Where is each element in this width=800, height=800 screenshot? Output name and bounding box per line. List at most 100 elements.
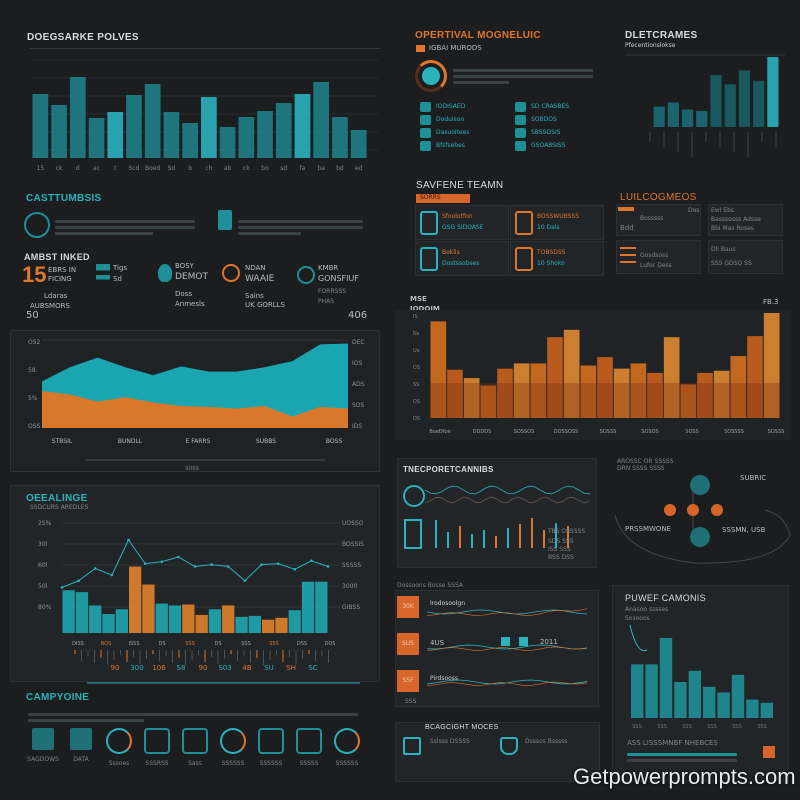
card-title: BOSSWUBSSS [537, 213, 580, 220]
list-item-icon [420, 128, 431, 138]
x-tick-label: t [114, 165, 117, 172]
bcagcight-item: Sslsss DSSSS [430, 738, 470, 745]
bar [219, 127, 236, 158]
campyoine-item[interactable]: Sass [178, 728, 212, 767]
bar [681, 109, 694, 127]
y-tick-label: UOSSO [342, 520, 364, 527]
x-tick-label: ck [56, 165, 63, 172]
bar [144, 84, 161, 158]
campyoine-item[interactable]: SAGDOWS [26, 728, 60, 763]
bar [463, 378, 480, 418]
list-item-icon [420, 141, 431, 151]
x-value-label: SC [308, 664, 317, 672]
donut-gauge [415, 60, 447, 92]
y-tick-label: 80% [38, 604, 52, 611]
spike-bar [435, 520, 437, 548]
network-label: PRSSMWONE [625, 525, 672, 533]
campyoine-label: SSSSSS [221, 760, 245, 767]
y-tick-label: SSSSS [342, 562, 361, 569]
sparklines-header: Dossoons Bosse SSSA [397, 582, 463, 589]
bar [163, 112, 180, 158]
bar [647, 372, 663, 418]
gauge-icon [106, 728, 132, 754]
campyoine-label: Sass [188, 760, 202, 767]
bar [674, 682, 687, 718]
luilcog-row: SSS GOSO SS [711, 260, 752, 267]
operational-text [453, 66, 593, 87]
savfene-card[interactable]: BOSSWUBSSS 10 Dals [510, 205, 604, 240]
network-node-teal [690, 475, 710, 495]
tnecporet-legend: TBS OSSSSS [548, 528, 586, 535]
campyoine-item[interactable]: SSSSSS [254, 728, 288, 767]
stat-label: FORRSSS [318, 288, 346, 295]
bar [350, 130, 367, 158]
stat-label: AUBSMORS [30, 302, 70, 310]
bar [697, 372, 713, 418]
list-item[interactable]: GSOABSISS [531, 142, 566, 149]
luilcog-row: Gosdsoss [640, 252, 669, 259]
bar [102, 614, 115, 633]
bar [208, 609, 222, 633]
campyoine-item[interactable]: DATA [64, 728, 98, 763]
y-tick-label: IOS [352, 360, 362, 367]
bar [580, 365, 597, 418]
x-tick-label: ed [355, 165, 363, 172]
trend-point [127, 538, 130, 542]
y-tick-label: SS [413, 382, 419, 388]
trend-point [143, 562, 147, 565]
bar [497, 368, 513, 418]
trend-point [226, 565, 230, 568]
list-item[interactable]: Bfsfsebes [436, 142, 465, 149]
bar [275, 617, 288, 633]
list-item[interactable]: Dasuoitees [436, 129, 470, 136]
card-subtitle: 10 Dals [537, 224, 560, 231]
savfene-cards: Sfoolotfon GSG SIDOASE BOSSWUBSSS 10 Dals Bo… [415, 205, 610, 276]
bar [480, 385, 497, 418]
bar [630, 363, 647, 418]
x-tick-label: BUNDLL [118, 438, 143, 445]
sparkline-charts [426, 608, 588, 686]
savfene-tag[interactable]: SORRS [416, 194, 470, 203]
x-tick-label: ch [205, 165, 212, 172]
list-item[interactable]: SOBDOS [531, 116, 557, 123]
bar [288, 610, 301, 633]
x-tick-label: SSS [185, 641, 195, 647]
x-tick-label: bd [336, 165, 344, 172]
bar [89, 605, 102, 633]
list-item[interactable]: Doduison [436, 116, 465, 123]
bar [168, 605, 182, 633]
campyoine-item[interactable]: Sssoes [102, 728, 136, 767]
bar [738, 70, 751, 127]
card-subtitle: GSG SIDOASE [442, 224, 484, 231]
savfene-card[interactable]: Sfoolotfon GSG SIDOASE [415, 205, 509, 240]
trend-line [629, 624, 648, 652]
casttumbsis-title: CASTTUMBSIS [26, 193, 102, 204]
x-tick-label: SSS [757, 724, 767, 730]
luilcog-row: Bbi Mas Roses [711, 225, 754, 232]
campyoine-item[interactable]: SSSRSS [140, 728, 174, 767]
x-tick-label: b [188, 165, 192, 172]
campyoine-item[interactable]: SSSSS [292, 728, 326, 767]
overall-chart: 2S% 30l 60l 50l 80% UOSSO BOSSIS SSSSS 3000 GIBSS… [38, 520, 364, 684]
luilcog-card [708, 204, 783, 236]
campyoine-item[interactable]: SSSSSS [330, 728, 364, 767]
left-value: 50 [26, 310, 39, 321]
trend-point [326, 565, 330, 568]
y-tick-label: GIBSS [342, 604, 360, 611]
x-value-label: 90 [199, 664, 208, 672]
bar [703, 686, 716, 718]
list-item[interactable]: IODISAED [436, 103, 466, 110]
stat-label: WAAIE [245, 274, 275, 284]
bar [430, 321, 447, 418]
list-item[interactable]: SBSSOSIS [531, 129, 561, 136]
x-tick-label: sd [280, 165, 287, 172]
x-tick-label: SOSSS [768, 429, 785, 435]
list-item[interactable]: SD CRASBES [531, 103, 570, 110]
x-value-label: SH [286, 664, 296, 672]
network-header: DRN SSSS SSSS [617, 465, 665, 472]
campyoine-item[interactable]: SSSSSS [216, 728, 250, 767]
savfene-card[interactable]: Boklis Dostssobses [415, 241, 509, 276]
campyoine-icon-row: SAGDOWS DATA Sssoes SSSRSS Sass SSSSSS SSSSSS S… [26, 728, 366, 788]
badge-square: SSF [397, 670, 419, 692]
savfene-card[interactable]: TOBSDSS 10 Shoko [510, 241, 604, 276]
